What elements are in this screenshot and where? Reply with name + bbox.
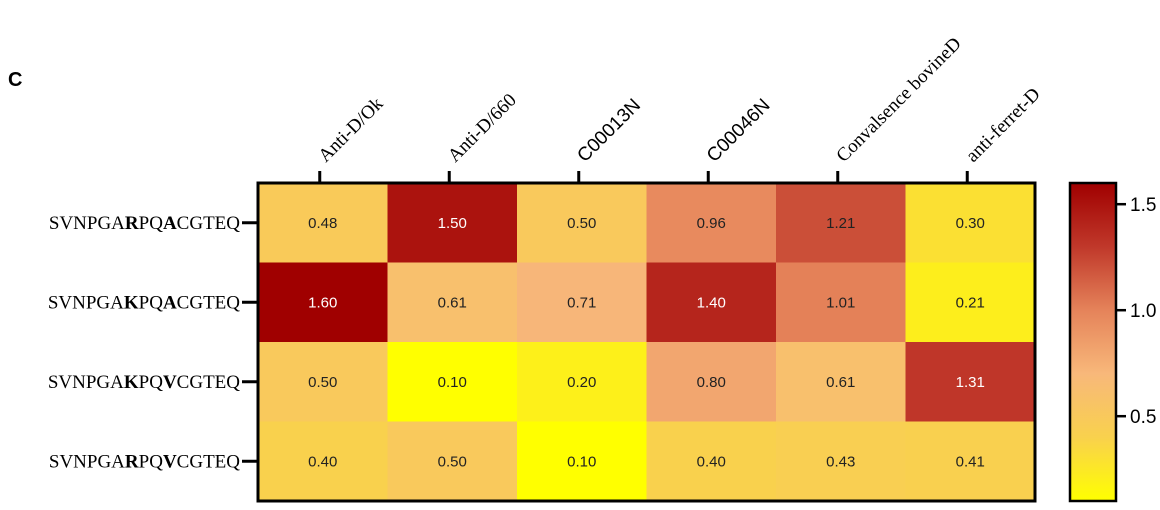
heatmap-cell [387,183,518,264]
heatmap-cells: 0.48 1.50 0.50 0.96 1.21 0.30 1.60 0.61 0.71 1.40… [256,181,1037,503]
cell-value-label: 0.61 [438,294,467,311]
heatmap-cell [517,421,648,502]
cell-value-label: 0.50 [308,374,337,391]
column-label: anti-ferret-D [962,84,1045,167]
cell-value-label: 0.80 [697,374,726,391]
heatmap-cell [258,262,389,343]
column-labels: Anti-D/Ok Anti-D/660 C00013N C00046N Convals… [314,33,1045,183]
heatmap-cell [646,262,777,343]
column-label: C00046N [703,95,775,167]
heatmap-cell [776,262,907,343]
heatmap-cell [776,183,907,264]
cell-value-label: 0.40 [697,453,726,470]
cell-value-label: 0.96 [697,215,726,232]
heatmap-cell [776,421,907,502]
cell-value-label: 1.21 [826,215,855,232]
heatmap-cell [387,262,518,343]
row-labels: SVNPGARPQACGTEQ SVNPGAKPQACGTEQ SVNPGAKPQV… [48,213,258,472]
cell-value-label: 0.71 [567,294,596,311]
heatmap-cell [258,342,389,423]
cell-value-label: 0.43 [826,453,855,470]
colorbar-tick-label: 1.0 [1130,301,1156,322]
cell-value-label: 0.21 [956,294,985,311]
cell-value-label: 1.50 [438,215,467,232]
heatmap-cell [905,421,1036,502]
cell-value-label: 0.50 [567,215,596,232]
column-label: C00013N [573,95,645,167]
heatmap-cell [517,262,648,343]
heatmap-cell [387,421,518,502]
heatmap-cell [646,183,777,264]
cell-value-label: 1.01 [826,294,855,311]
heatmap-cell [646,342,777,423]
column-label: Anti-D/660 [444,90,521,167]
heatmap-cell [258,183,389,264]
heatmap-cell [776,342,907,423]
heatmap-cell [646,421,777,502]
heatmap-cell [517,183,648,264]
colorbar-tick-label: 0.5 [1130,407,1156,428]
row-label: SVNPGARPQACGTEQ [49,213,240,234]
heatmap-cell [905,262,1036,343]
column-label: Convalsence bovineD [832,33,965,166]
column-label: Anti-D/Ok [314,93,387,166]
cell-value-label: 0.40 [308,453,337,470]
cell-value-label: 0.41 [956,453,985,470]
cell-value-label: 0.20 [567,374,596,391]
row-label: SVNPGAKPQVCGTEQ [48,372,240,393]
cell-value-label: 0.61 [826,374,855,391]
heatmap-cell [387,342,518,423]
panel-label: C [8,69,22,91]
cell-value-label: 0.50 [438,453,467,470]
colorbar-gradient [1068,181,1118,503]
row-label: SVNPGAKPQACGTEQ [48,292,240,313]
cell-value-label: 0.30 [956,215,985,232]
cell-value-label: 0.10 [567,453,596,470]
heatmap-cell [258,421,389,502]
colorbar: 0.5 1.0 1.5 [1068,181,1156,503]
cell-value-label: 0.48 [308,215,337,232]
row-label: SVNPGARPQVCGTEQ [49,451,240,472]
cell-value-label: 1.60 [308,294,337,311]
cell-value-label: 1.31 [956,374,985,391]
heatmap-border [256,181,1037,503]
heatmap-cell [905,183,1036,264]
colorbar-tick-label: 1.5 [1130,195,1156,216]
heatmap-cell [905,342,1036,423]
heatmap-cell [517,342,648,423]
cell-value-label: 0.10 [438,374,467,391]
cell-value-label: 1.40 [697,294,726,311]
